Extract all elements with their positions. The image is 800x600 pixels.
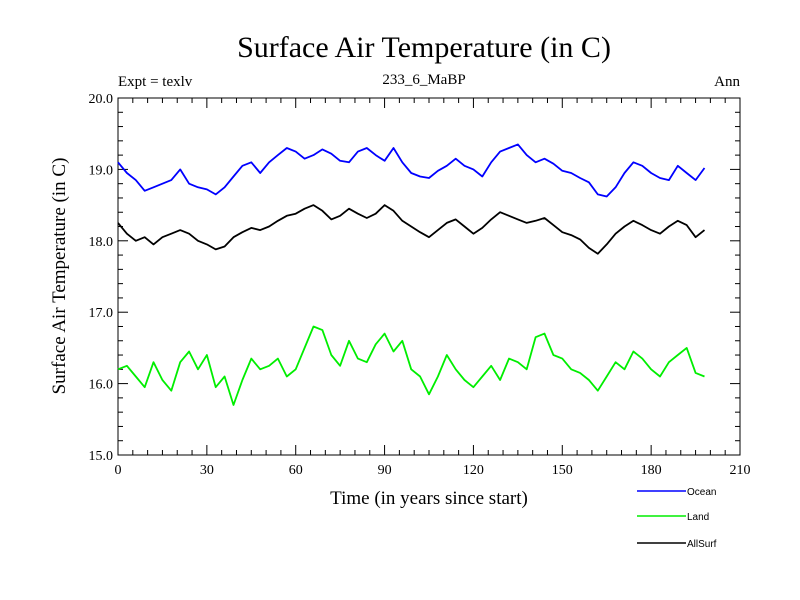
series-line-ocean bbox=[117, 143, 706, 198]
x-axis: 0 30 60 90 120 150 180 210 bbox=[115, 98, 751, 478]
y-tick-label: 15.0 bbox=[89, 449, 114, 464]
legend-label: Ocean bbox=[687, 487, 716, 498]
x-tick-label: 210 bbox=[730, 463, 751, 478]
y-tick-label: 20.0 bbox=[89, 92, 114, 107]
chart-subtitle: 233_6_MaBP bbox=[382, 72, 465, 88]
legend-label: AllSurf bbox=[687, 539, 717, 550]
x-tick-label: 150 bbox=[552, 463, 573, 478]
x-tick-label: 180 bbox=[641, 463, 662, 478]
series-line-land bbox=[117, 325, 705, 406]
x-tick-label: 90 bbox=[378, 463, 392, 478]
y-tick-label: 16.0 bbox=[89, 378, 114, 393]
y-tick-label: 18.0 bbox=[89, 235, 114, 250]
chart-title: Surface Air Temperature (in C) bbox=[237, 31, 611, 64]
x-tick-label: 0 bbox=[115, 463, 122, 478]
x-axis-label: Time (in years since start) bbox=[330, 488, 528, 509]
y-tick-label: 19.0 bbox=[89, 163, 114, 178]
legend-label: Land bbox=[687, 512, 709, 523]
x-tick-label: 60 bbox=[289, 463, 303, 478]
legend: Ocean Land AllSurf bbox=[637, 487, 717, 550]
series-group bbox=[117, 143, 706, 406]
x-tick-label: 120 bbox=[463, 463, 484, 478]
x-tick-label: 30 bbox=[200, 463, 214, 478]
y-axis-label: Surface Air Temperature (in C) bbox=[49, 158, 70, 395]
period-label: Ann bbox=[714, 74, 740, 90]
y-tick-label: 17.0 bbox=[89, 306, 114, 321]
y-axis: 15.0 16.0 17.0 18.0 19.0 20.0 bbox=[89, 92, 740, 464]
experiment-label: Expt = texlv bbox=[118, 74, 193, 90]
series-line-allsurf bbox=[117, 204, 706, 255]
plot-frame bbox=[117, 97, 741, 456]
